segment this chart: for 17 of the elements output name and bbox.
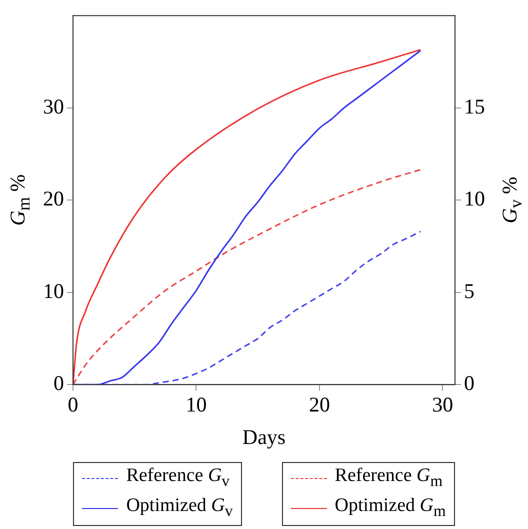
y-tick-label: 10 [43,278,64,303]
x-tick-label: 20 [308,392,330,417]
y-tick-label: 0 [54,371,64,396]
x-tick-label: 30 [432,392,454,417]
x-axis-title: Days [242,424,286,449]
y2-tick-label: 0 [464,371,474,396]
y2-tick-label: 5 [464,278,474,303]
line-series [73,168,422,385]
y2-tick-label: 15 [464,94,485,118]
legend-label: Optimized G$_{v}$ [126,494,233,522]
legend-label: Reference G$_{v}$ [126,464,230,492]
y2-tick-label: 10 [464,186,485,211]
y-tick-label: 20 [43,186,64,211]
x-tick-label: 10 [186,392,207,417]
legend-label: Optimized G$_{m}$ [334,494,446,522]
y-tick-label: 30 [43,94,64,118]
legend-label: Reference G$_{m}$ [334,464,443,492]
